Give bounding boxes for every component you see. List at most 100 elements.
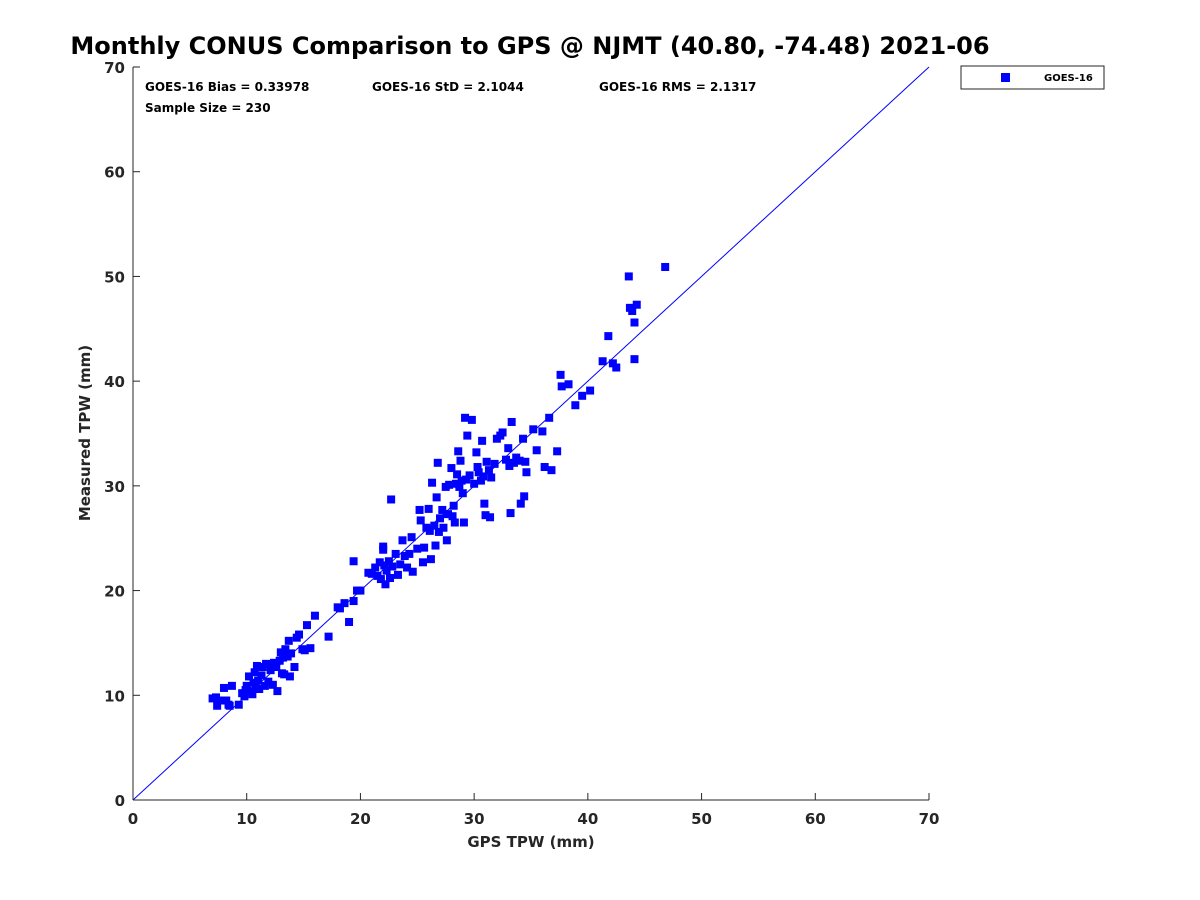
rms-stat: GOES-16 RMS = 2.1317	[599, 80, 756, 94]
data-point	[474, 468, 483, 477]
data-point	[608, 359, 617, 368]
data-point	[300, 646, 309, 655]
data-point	[222, 696, 231, 705]
data-point	[515, 456, 524, 465]
data-point	[285, 672, 294, 681]
std-stat: GOES-16 StD = 2.1044	[372, 80, 524, 94]
data-point	[598, 357, 607, 366]
data-point	[505, 461, 514, 470]
y-axis-ticks: 0 10 20 30 40 50 60 70	[104, 59, 140, 810]
data-point	[252, 661, 261, 670]
y-tick-label: 70	[104, 59, 125, 77]
data-point	[438, 505, 447, 514]
data-point	[434, 527, 443, 536]
data-point	[532, 446, 541, 455]
y-tick-label: 30	[104, 478, 125, 496]
data-point	[268, 680, 277, 689]
data-point	[472, 448, 481, 457]
data-point	[557, 382, 566, 391]
data-point	[521, 457, 530, 466]
data-point	[426, 555, 435, 564]
data-point	[396, 560, 405, 569]
data-point	[487, 473, 496, 482]
data-point	[476, 476, 485, 485]
data-point	[403, 563, 412, 572]
data-point	[380, 561, 389, 570]
data-point	[632, 300, 641, 309]
data-point	[385, 574, 394, 583]
data-point	[284, 636, 293, 645]
data-point	[324, 632, 333, 641]
data-point	[272, 663, 281, 672]
data-point	[219, 683, 228, 692]
data-point	[234, 700, 243, 709]
data-point	[449, 501, 458, 510]
data-point	[367, 569, 376, 578]
data-point	[501, 455, 510, 464]
data-point	[260, 681, 269, 690]
data-point	[455, 482, 464, 491]
data-point	[547, 466, 556, 475]
data-point	[240, 692, 249, 701]
x-axis-label: GPS TPW (mm)	[467, 833, 594, 851]
data-point	[479, 472, 488, 481]
data-point	[408, 567, 417, 576]
data-point	[604, 332, 613, 341]
data-point	[465, 471, 474, 480]
data-point	[564, 380, 573, 389]
legend-label-goes16: GOES-16	[1044, 73, 1093, 84]
legend-box	[960, 65, 1105, 90]
data-point	[430, 521, 439, 530]
data-point	[545, 413, 554, 422]
data-point	[520, 492, 529, 501]
data-point	[279, 653, 288, 662]
y-tick-label: 60	[104, 164, 125, 182]
data-point	[384, 557, 393, 566]
x-tick-label: 60	[805, 810, 826, 828]
data-point	[388, 562, 397, 571]
data-point	[612, 363, 621, 372]
x-axis-ticks: 0 10 20 30 40 50 60 70	[128, 793, 939, 828]
x-tick-label: 50	[691, 810, 712, 828]
data-point	[463, 431, 472, 440]
x-tick-label: 10	[236, 810, 257, 828]
data-point	[506, 509, 515, 518]
data-point	[586, 386, 595, 395]
data-point	[470, 479, 479, 488]
y-tick-label: 40	[104, 373, 125, 391]
data-point	[516, 499, 525, 508]
data-point	[450, 518, 459, 527]
data-point	[349, 597, 358, 606]
data-point	[215, 696, 224, 705]
data-point	[413, 544, 422, 553]
data-point	[443, 510, 452, 519]
data-point	[262, 659, 271, 668]
bias-stat: GOES-16 Bias = 0.33978	[145, 80, 309, 94]
data-point	[227, 681, 236, 690]
data-points	[208, 263, 670, 710]
data-point	[405, 549, 414, 558]
data-point	[571, 401, 580, 410]
data-point	[482, 457, 491, 466]
data-point	[416, 516, 425, 525]
data-point	[661, 263, 670, 272]
data-point	[302, 621, 311, 630]
x-tick-label: 40	[577, 810, 598, 828]
data-point	[375, 558, 384, 567]
data-point	[387, 495, 396, 504]
data-point	[458, 489, 467, 498]
data-point	[448, 512, 457, 521]
data-point	[467, 415, 476, 424]
data-point	[306, 644, 315, 653]
data-point	[249, 678, 258, 687]
data-point	[490, 459, 499, 468]
data-point	[393, 570, 402, 579]
data-point	[480, 499, 489, 508]
data-point	[356, 586, 365, 595]
data-point	[498, 428, 507, 437]
data-point	[382, 566, 391, 575]
data-point	[250, 668, 259, 677]
data-point	[270, 658, 279, 667]
data-point	[340, 599, 349, 608]
